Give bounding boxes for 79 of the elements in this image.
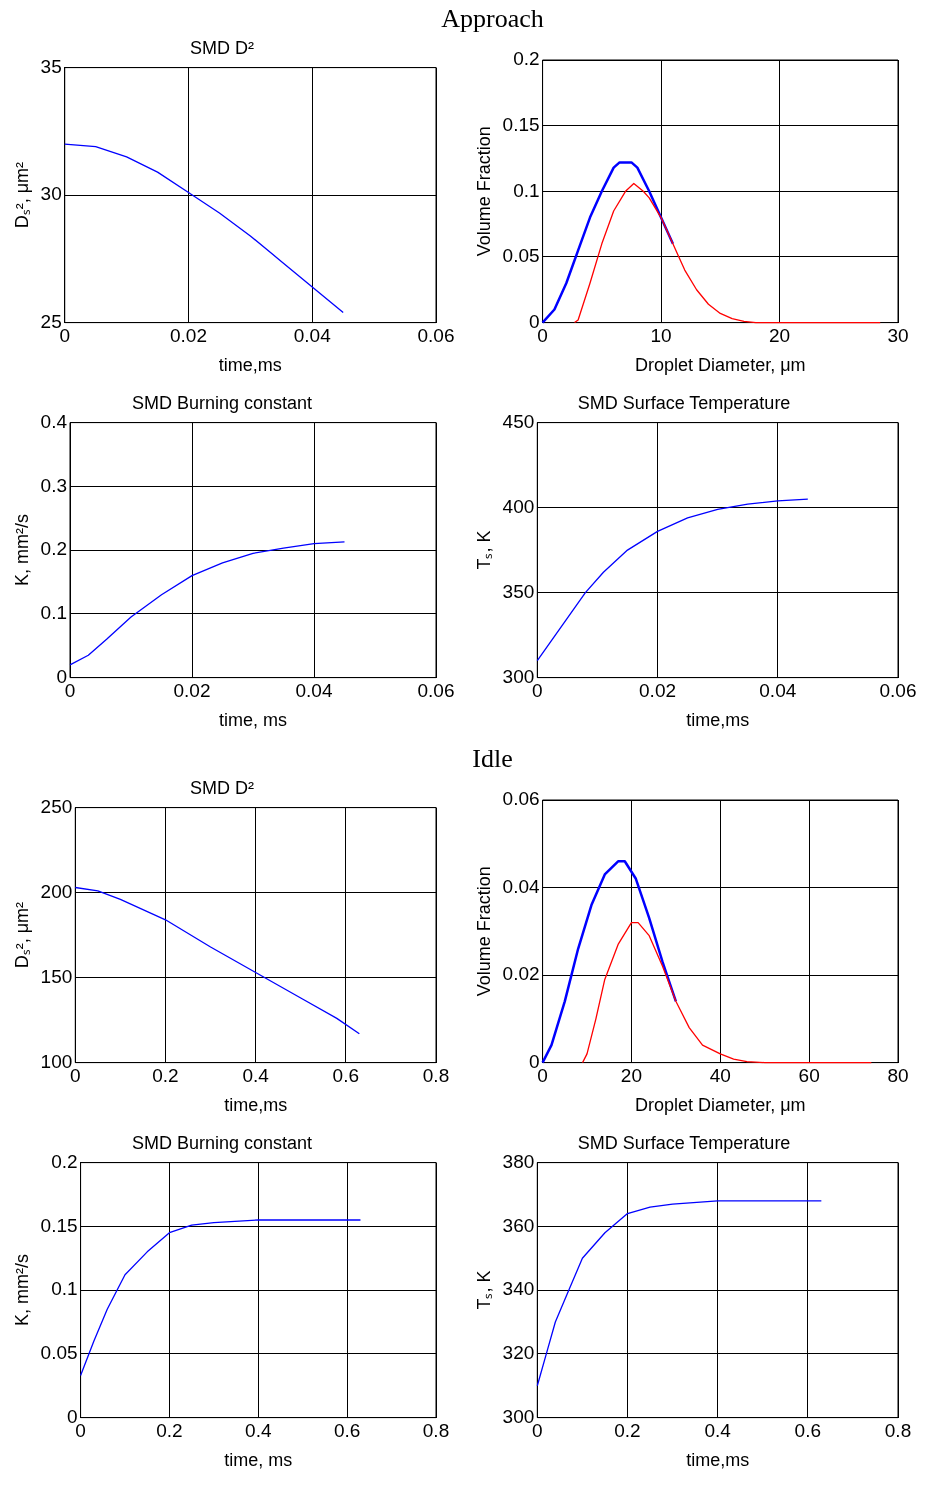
x-tick-label: 20 [768,325,791,347]
x-tick-label: 0.6 [332,1065,360,1087]
y-axis-title: Volume Fraction [473,126,494,257]
x-tick-label: 0.4 [704,1420,732,1442]
y-tick-label: 0.2 [51,1150,78,1172]
y-axis-title: Tₛ, K [473,1270,494,1310]
x-tick-label: 10 [650,325,672,347]
x-axis-title: time,ms [218,355,282,376]
y-tick-label: 0.05 [502,245,540,267]
y-tick-label: 340 [502,1278,535,1300]
y-tick-label: 0.05 [40,1342,78,1364]
y-tick-label: 250 [40,795,73,817]
x-tick-label: 0.2 [156,1420,183,1442]
x-axis-title: time,ms [686,710,750,731]
y-tick-label: 0.1 [513,179,540,201]
x-tick-label: 0.8 [422,1420,450,1442]
x-tick-label: 0.02 [639,680,677,702]
y-axis-title: Dₛ², μm² [11,161,32,229]
text: Approach [440,3,545,33]
y-tick-label: 0.2 [513,48,540,70]
chart-title: SMD Surface Temperature [577,392,791,413]
y-tick-label: 0.4 [40,410,68,432]
x-tick-label: 0.8 [884,1420,912,1442]
chart-title: SMD D² [190,37,254,58]
x-tick-label: 60 [798,1065,820,1087]
x-tick-label: 0.04 [295,680,333,702]
x-tick-label: 0.04 [293,325,332,347]
y-axis-title: Tₛ, K [473,530,494,570]
y-tick-label: 380 [502,1150,535,1172]
y-tick-label: 0.2 [40,538,68,560]
x-tick-label: 40 [709,1065,731,1087]
y-axis-title: Dₛ², μm² [11,901,32,969]
x-tick-label: 0.06 [879,680,917,702]
x-tick-label: 0.8 [422,1065,450,1087]
x-tick-label: 0.4 [242,1065,270,1087]
y-tick-label: 400 [502,495,535,517]
x-axis-title: Droplet Diameter, μm [635,1095,806,1116]
y-tick-label: 35 [40,55,62,77]
y-tick-label: 0.15 [502,113,540,135]
x-tick-label: 0.02 [173,680,211,702]
x-tick-label: 0.2 [152,1065,179,1087]
x-tick-label: 0.04 [759,680,797,702]
text: Idle [471,743,514,773]
y-tick-label: 0.04 [502,875,541,897]
y-tick-label: 0.3 [40,474,68,496]
y-tick-label: 0.06 [502,788,540,810]
y-tick-label: 0.02 [502,963,540,985]
y-tick-label: 200 [40,880,73,902]
x-axis-title: Droplet Diameter, μm [635,355,806,376]
x-axis-title: time, ms [219,710,288,731]
chart-title: SMD D² [190,777,254,798]
chart-title: SMD Burning constant [131,392,313,413]
y-tick-label: 0.15 [40,1214,78,1236]
y-tick-label: 450 [502,410,535,432]
y-tick-label: 30 [40,183,62,205]
y-tick-label: 320 [502,1342,535,1364]
y-axis-title: Volume Fraction [473,866,494,997]
x-tick-label: 30 [887,325,909,347]
y-tick-label: 350 [502,580,535,602]
x-axis-title: time, ms [224,1450,293,1471]
x-axis-title: time,ms [224,1095,288,1116]
x-tick-label: 0.6 [333,1420,361,1442]
x-tick-label: 0.06 [417,680,455,702]
x-tick-label: 0.2 [614,1420,641,1442]
chart-title: SMD Surface Temperature [577,1132,791,1153]
y-axis-title: K, mm²/s [11,514,32,587]
x-tick-label: 20 [620,1065,642,1087]
x-axis-title: time,ms [686,1450,750,1471]
y-axis-title: K, mm²/s [11,1254,32,1327]
x-tick-label: 80 [887,1065,909,1087]
y-tick-label: 150 [40,965,73,987]
y-tick-label: 0.1 [51,1278,78,1300]
x-tick-label: 0.06 [417,325,455,347]
x-tick-label: 0.02 [170,325,207,347]
x-tick-label: 0.4 [245,1420,272,1442]
y-tick-label: 360 [502,1214,535,1236]
x-tick-label: 0.6 [794,1420,822,1442]
y-tick-label: 0.1 [40,602,68,624]
chart-title: SMD Burning constant [131,1132,313,1153]
